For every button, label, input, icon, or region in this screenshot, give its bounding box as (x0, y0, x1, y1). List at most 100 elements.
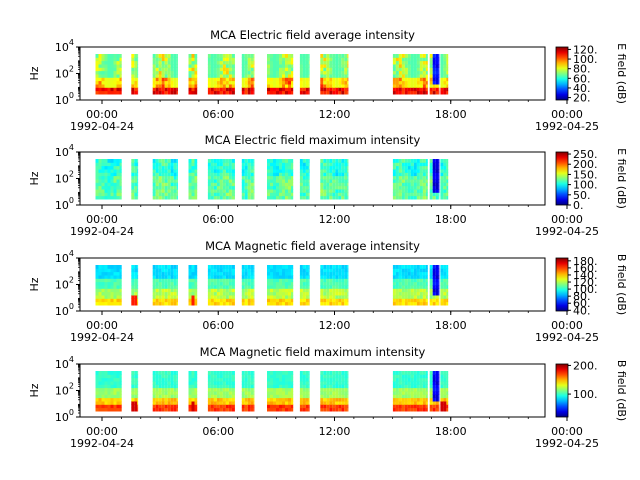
heatmap-cell (253, 165, 255, 170)
heatmap-cell (279, 84, 282, 88)
heatmap-cell (110, 67, 114, 72)
heatmap-cell (435, 397, 439, 402)
heatmap-cell (422, 185, 426, 190)
heatmap-cell (305, 291, 309, 296)
heatmap-cell (347, 397, 349, 402)
heatmap-cell (244, 275, 248, 279)
heatmap-cell (247, 162, 251, 167)
heatmap-cell (164, 271, 168, 276)
heatmap-cell (429, 60, 433, 65)
heatmap-cell (155, 298, 159, 303)
heatmap-cell (194, 175, 198, 180)
heatmap-cell (158, 268, 162, 273)
heatmap-cell (191, 374, 195, 379)
heatmap-cell (101, 281, 105, 286)
heatmap-cell (419, 298, 423, 303)
heatmap-cell (320, 84, 324, 88)
heatmap-cell (95, 278, 99, 283)
heatmap-cell (116, 397, 120, 402)
heatmap-cell (98, 374, 102, 379)
heatmap-cell (407, 169, 411, 173)
heatmap-cell (101, 391, 105, 395)
heatmap-cell (247, 291, 251, 296)
heatmap-cell (404, 189, 408, 193)
heatmap-cell (416, 265, 420, 269)
heatmap-cell (291, 175, 294, 180)
heatmap-cell (250, 185, 254, 190)
heatmap-cell (446, 374, 449, 379)
heatmap-cell (104, 288, 108, 293)
heatmap-cell (158, 271, 162, 276)
heatmap-cell (107, 387, 111, 392)
heatmap-cell (194, 384, 198, 389)
heatmap-cell (173, 371, 177, 375)
heatmap-cell (137, 172, 139, 177)
heatmap-cell (291, 265, 294, 269)
heatmap-cell (98, 285, 102, 289)
heatmap-cell (416, 301, 420, 306)
colorbar: 0.50.100.150.200.250. E field (dB) (555, 148, 628, 212)
heatmap-cell (210, 172, 214, 177)
heatmap-cell (308, 80, 310, 85)
heatmap-cell (329, 384, 333, 389)
heatmap-cell (446, 381, 449, 385)
heatmap-cell (134, 87, 138, 92)
heatmap-cell (422, 172, 426, 177)
heatmap-cell (250, 175, 254, 180)
heatmap-cell (191, 278, 195, 283)
heatmap-cell (416, 377, 420, 382)
heatmap-cell (395, 179, 399, 183)
heatmap-cell (210, 285, 214, 289)
heatmap-cell (253, 268, 255, 273)
heatmap-cell (104, 404, 108, 409)
heatmap-cell (98, 90, 102, 95)
heatmap-cell (194, 278, 198, 283)
heatmap-cell (443, 60, 447, 65)
heatmap-cell (104, 371, 108, 375)
heatmap-cell (341, 74, 345, 78)
heatmap-cell (273, 182, 276, 187)
heatmap-cell (344, 84, 348, 88)
heatmap-cell (247, 165, 251, 170)
heatmap-cell (247, 74, 251, 78)
heatmap-cell (347, 80, 349, 85)
heatmap-cell (338, 60, 342, 65)
heatmap-cell (279, 394, 282, 399)
heatmap-cell (320, 162, 324, 167)
heatmap-cell (302, 278, 306, 283)
heatmap-cell (191, 87, 195, 92)
heatmap-cell (308, 371, 310, 375)
heatmap-cell (407, 407, 411, 412)
heatmap-cell (134, 74, 138, 78)
heatmap-cell (104, 189, 108, 193)
heatmap-cell (134, 169, 138, 173)
heatmap-cell (95, 90, 99, 95)
heatmap-cell (425, 377, 428, 382)
heatmap-cell (410, 165, 414, 170)
heatmap-cell (291, 298, 294, 303)
heatmap-cell (429, 278, 433, 283)
heatmap-cell (161, 374, 165, 379)
heatmap-cell (164, 175, 168, 180)
heatmap-cell (404, 285, 408, 289)
heatmap-cell (244, 84, 248, 88)
colorbar-tick-label: 180. (573, 255, 598, 268)
heatmap-cell (398, 182, 402, 187)
heatmap-cell (410, 295, 414, 299)
heatmap-cell (401, 67, 405, 72)
heatmap-cell (270, 60, 273, 65)
heatmap-cell (425, 295, 428, 299)
heatmap-cell (419, 182, 423, 187)
heatmap-cell (291, 394, 294, 399)
heatmap-cell (107, 67, 111, 72)
x-tick-label: 18:00 (435, 108, 467, 121)
heatmap-cell (107, 159, 111, 163)
heatmap-cell (244, 90, 248, 95)
heatmap-cell (410, 371, 414, 375)
heatmap-cell (416, 374, 420, 379)
heatmap-cell (253, 371, 255, 375)
heatmap-cell (392, 60, 396, 65)
heatmap-cell (250, 291, 254, 296)
heatmap-cell (95, 275, 99, 279)
heatmap-cell (425, 179, 428, 183)
